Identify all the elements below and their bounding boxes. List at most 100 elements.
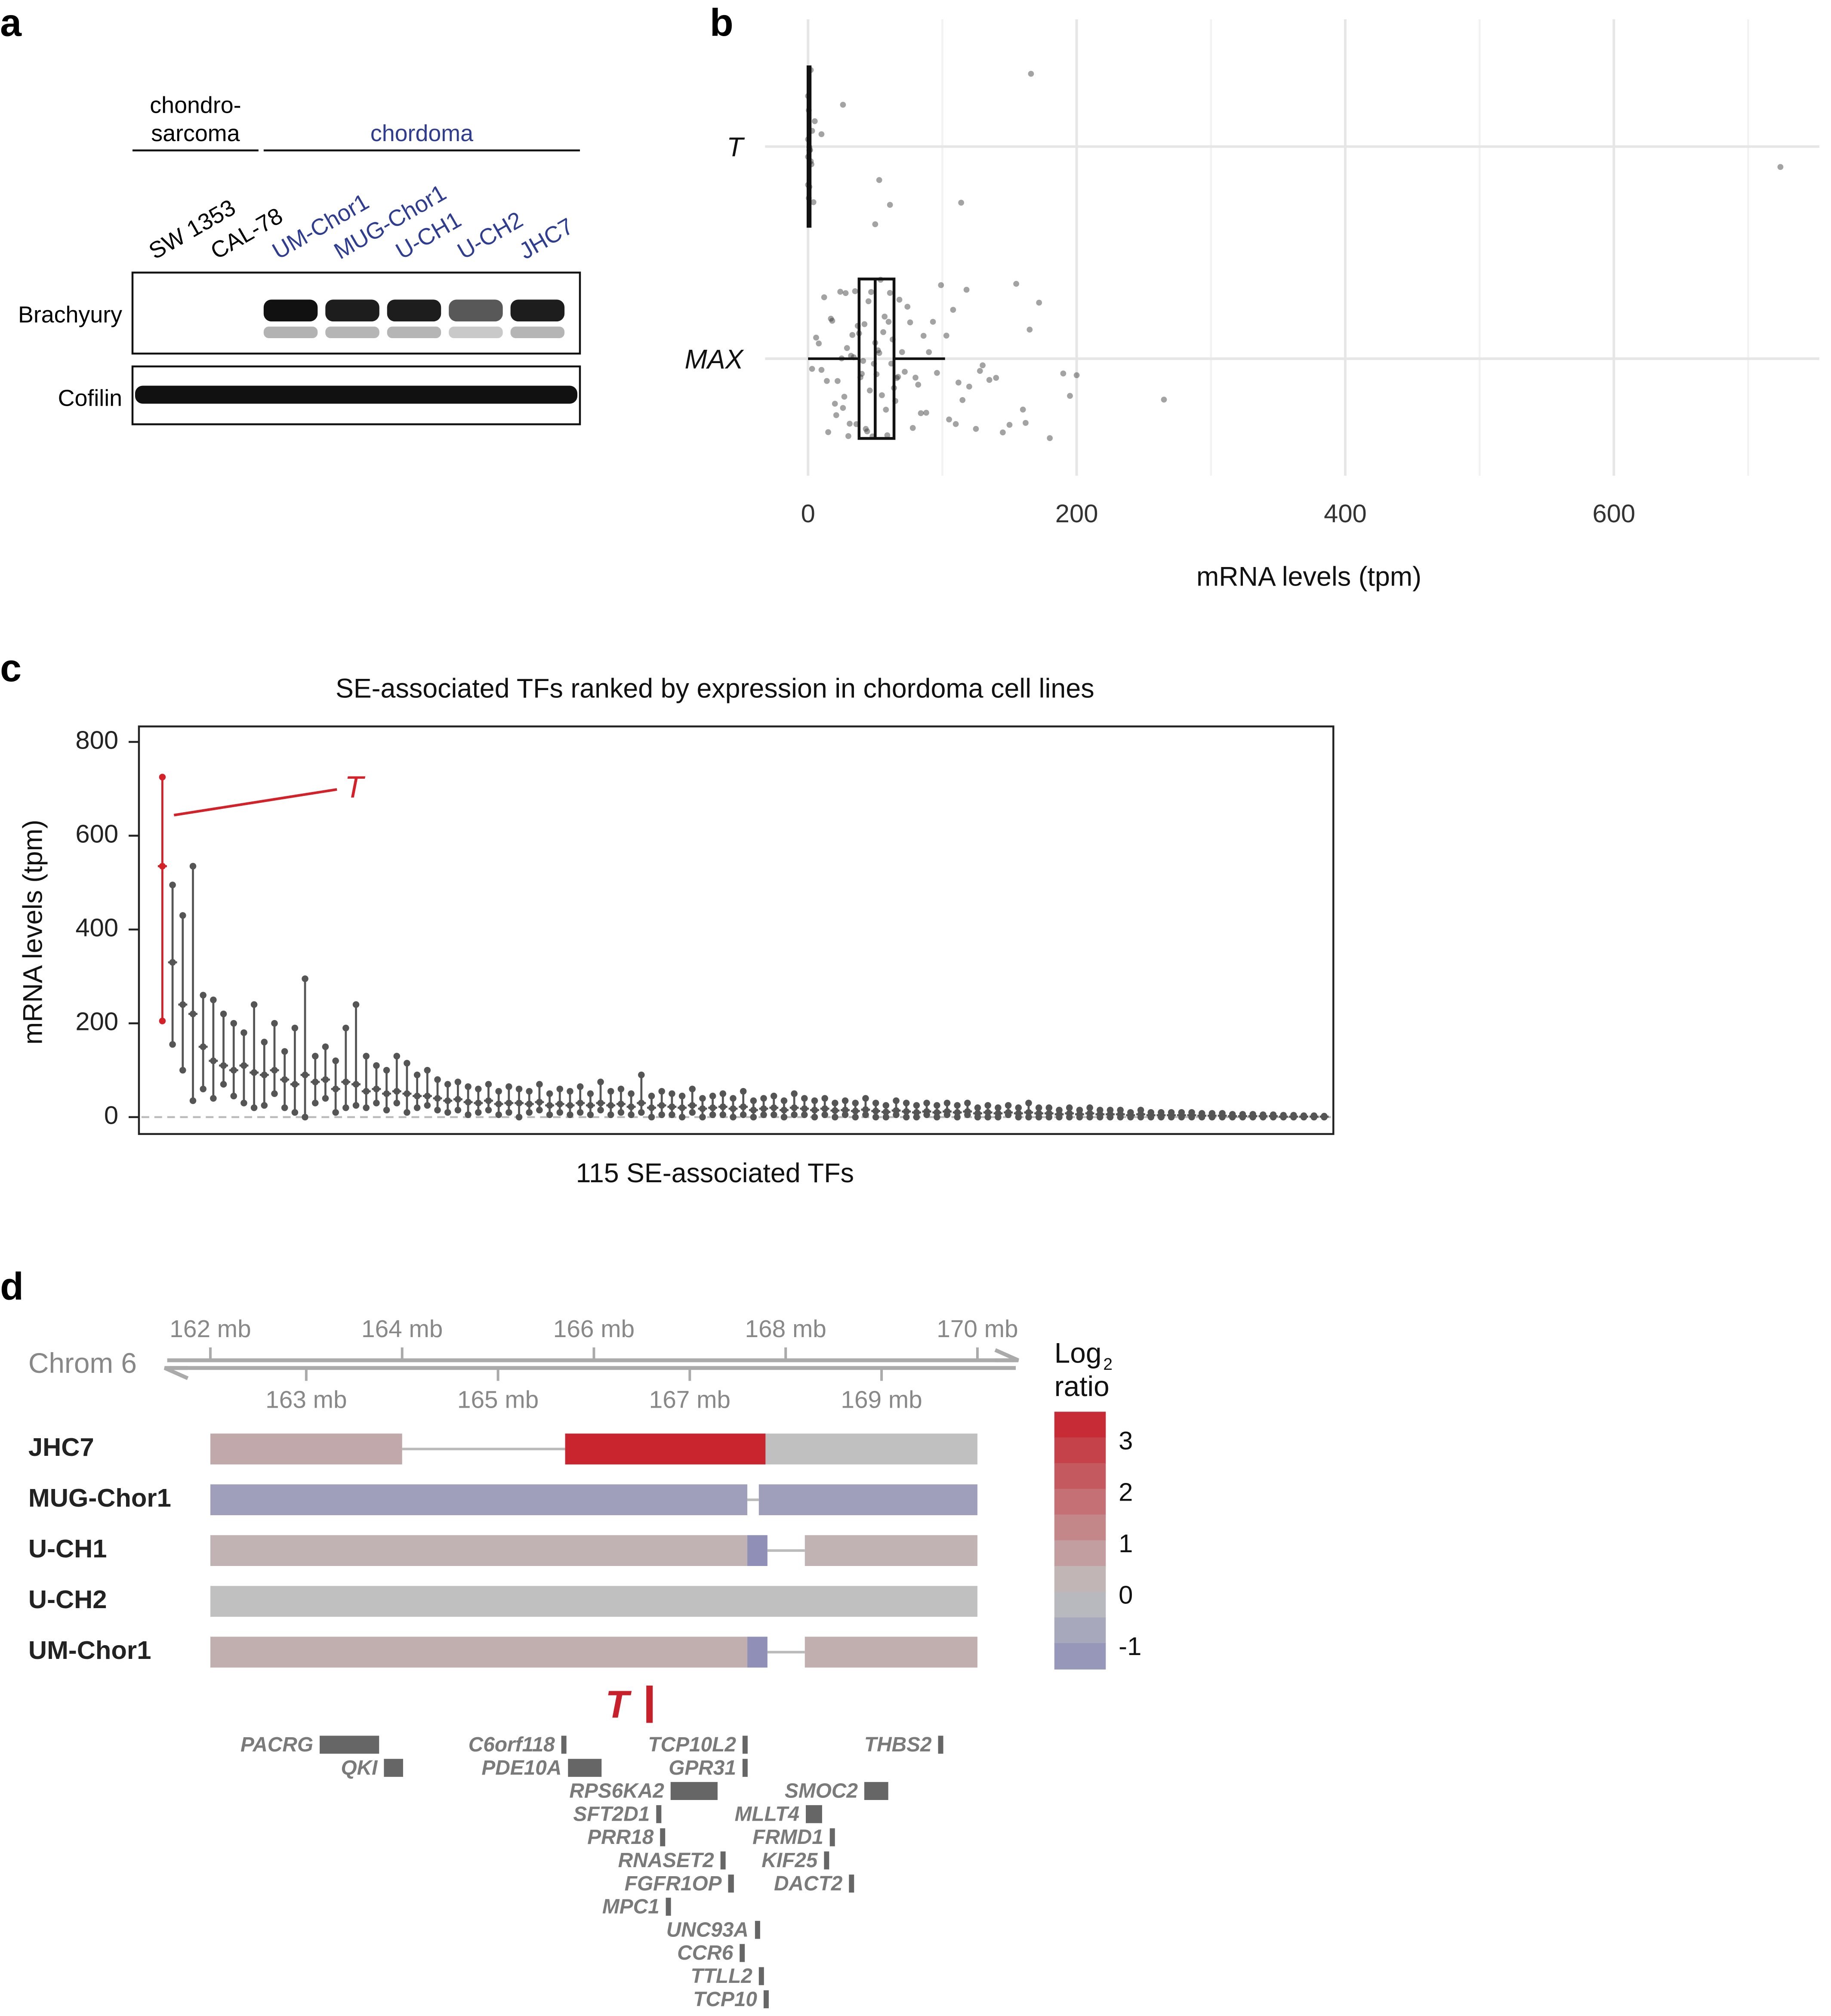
point: [837, 289, 844, 295]
point: [1086, 1104, 1093, 1111]
point: [818, 131, 825, 137]
x-axis-label: 115 SE-associated TFs: [576, 1158, 854, 1188]
gene: [864, 1782, 888, 1800]
point: [1066, 1104, 1073, 1111]
point: [984, 1109, 991, 1116]
point: [750, 1113, 757, 1121]
point: [833, 412, 839, 418]
point: [169, 1041, 176, 1048]
point: [159, 1017, 166, 1024]
point: [903, 1100, 910, 1107]
x-tick-label: 600: [1592, 499, 1635, 528]
point: [879, 392, 885, 398]
point: [607, 1102, 614, 1109]
sample-label: MUG-Chor1: [28, 1483, 171, 1512]
point: [220, 1011, 227, 1017]
point: [821, 1111, 828, 1118]
point: [828, 315, 834, 322]
point: [638, 1100, 645, 1107]
segment: [747, 1535, 768, 1566]
point: [719, 1090, 727, 1097]
panel-label: b: [710, 1, 734, 44]
segment: [565, 1433, 766, 1464]
cofilin-band: [135, 385, 578, 404]
point: [413, 1104, 421, 1111]
point: [899, 349, 905, 355]
point: [281, 1104, 288, 1111]
point: [1026, 327, 1033, 333]
point: [240, 1062, 247, 1069]
point: [1300, 1112, 1307, 1119]
point: [885, 319, 892, 325]
legend-tick-label: 3: [1119, 1426, 1133, 1455]
point: [261, 1071, 268, 1079]
point: [678, 1104, 686, 1111]
point: [658, 1102, 665, 1109]
point: [912, 374, 919, 381]
point: [424, 1067, 431, 1074]
point: [1005, 1109, 1012, 1116]
point: [210, 1057, 217, 1064]
point: [1005, 1102, 1012, 1109]
point: [984, 1102, 991, 1109]
point: [1076, 1107, 1083, 1114]
point: [1158, 1109, 1165, 1116]
point: [980, 362, 986, 369]
point: [648, 1104, 655, 1111]
point: [964, 1100, 971, 1107]
point: [567, 1111, 573, 1118]
point: [974, 1110, 981, 1117]
point: [832, 1107, 838, 1114]
point: [915, 382, 922, 388]
point: [840, 405, 846, 411]
gene-label: MLLT4: [735, 1803, 799, 1825]
tick-label: 169 mb: [841, 1386, 922, 1413]
point: [852, 288, 858, 294]
gene-label: FGFR1OP: [625, 1872, 722, 1895]
x-tick-label: 400: [1324, 499, 1367, 528]
point: [864, 428, 870, 435]
point: [959, 397, 966, 403]
point: [567, 1102, 573, 1109]
point: [791, 1104, 798, 1111]
legend-tick-label: 1: [1119, 1529, 1133, 1558]
y-tick-label: 0: [104, 1100, 118, 1129]
point: [352, 1081, 360, 1088]
legend-swatch: [1054, 1489, 1106, 1515]
point: [880, 329, 886, 335]
point: [852, 1100, 859, 1107]
point: [913, 1102, 920, 1109]
point: [526, 1109, 533, 1116]
point: [250, 1069, 258, 1076]
point: [872, 1113, 879, 1121]
point: [719, 1103, 727, 1110]
gene: [763, 1990, 769, 2009]
segment: [805, 1637, 977, 1668]
point: [1013, 281, 1019, 287]
point: [506, 1083, 512, 1090]
point: [883, 407, 889, 413]
tick-label: 164 mb: [361, 1316, 443, 1343]
point: [250, 1104, 258, 1111]
gene-label: TCP10: [693, 1988, 757, 2011]
point: [1035, 1110, 1042, 1117]
point: [597, 1100, 604, 1107]
y-tick-label: 400: [75, 913, 118, 942]
tick-label: 166 mb: [553, 1316, 635, 1343]
point: [465, 1083, 472, 1090]
point: [669, 1103, 675, 1110]
y-tick-label: 200: [75, 1007, 118, 1036]
point: [847, 421, 853, 427]
point: [1178, 1109, 1185, 1116]
legend-swatch: [1054, 1643, 1106, 1670]
point: [1107, 1107, 1114, 1114]
point: [617, 1100, 625, 1107]
point: [240, 1029, 247, 1036]
point: [404, 1109, 410, 1116]
point: [556, 1100, 564, 1107]
point: [230, 1020, 237, 1027]
point: [876, 177, 882, 183]
point: [760, 1095, 767, 1102]
point: [801, 1105, 808, 1112]
